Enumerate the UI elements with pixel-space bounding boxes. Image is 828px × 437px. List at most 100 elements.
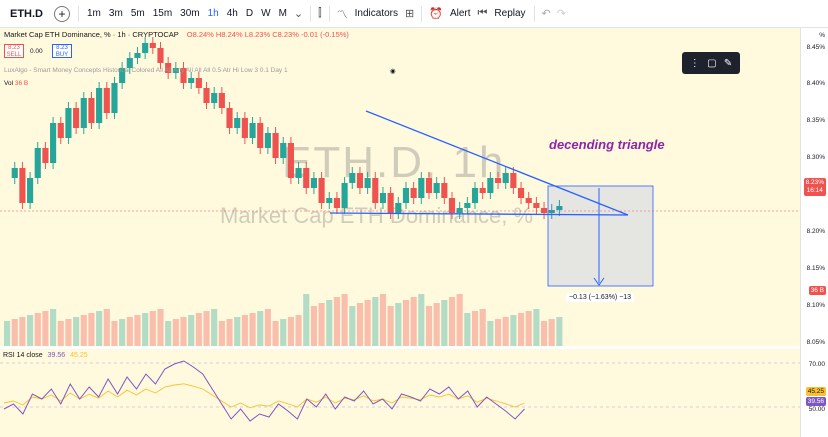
candle-body bbox=[264, 133, 271, 148]
volume-bar bbox=[103, 309, 110, 346]
volume-bar bbox=[556, 317, 563, 346]
candle-body bbox=[425, 178, 433, 193]
rsi-line bbox=[3, 360, 525, 422]
redo-icon[interactable]: ↷ bbox=[556, 8, 566, 20]
interval-15m[interactable]: 15m bbox=[152, 8, 173, 19]
interval-4h[interactable]: 4h bbox=[226, 8, 238, 19]
volume-bar bbox=[303, 294, 310, 346]
candle-body bbox=[433, 183, 440, 193]
price-axis[interactable]: % 8.45% 8.40% 8.35% 8.30% 8.25% 8.20% 8.… bbox=[800, 28, 828, 437]
rsi-ma-value: 45.25 bbox=[70, 352, 88, 359]
compare-add-icon[interactable]: + bbox=[54, 5, 70, 22]
rectangle-tool-icon[interactable]: ▢ bbox=[707, 57, 717, 69]
volume-bar bbox=[257, 311, 264, 346]
candle-body bbox=[50, 123, 57, 163]
buy-label: BUY bbox=[55, 52, 69, 58]
pattern-annotation[interactable]: decending triangle bbox=[549, 137, 665, 152]
candle-body bbox=[188, 78, 195, 83]
candle-type-icon[interactable]: ⫿ bbox=[318, 7, 322, 19]
candle-body bbox=[218, 93, 225, 108]
replay-icon[interactable]: ⏮ bbox=[477, 7, 488, 19]
price-tick: 8.30% bbox=[806, 154, 825, 161]
interval-3m[interactable]: 3m bbox=[108, 8, 123, 19]
volume-bar bbox=[510, 315, 517, 346]
volume-bar bbox=[19, 317, 26, 346]
brush-icon[interactable]: ✎ bbox=[723, 57, 733, 69]
interval-m[interactable]: M bbox=[278, 8, 287, 19]
candle-body bbox=[556, 206, 563, 210]
volume-bar bbox=[111, 321, 118, 346]
candle-body bbox=[356, 173, 364, 188]
candle-body bbox=[318, 178, 325, 203]
indicators-icon[interactable]: 〽 bbox=[336, 8, 348, 21]
alert-button[interactable]: Alert bbox=[449, 8, 471, 19]
axis-unit: % bbox=[819, 32, 825, 39]
volume-bar bbox=[142, 313, 149, 346]
volume-bar bbox=[479, 309, 486, 346]
rsi-ma-line bbox=[3, 383, 525, 409]
alert-icon[interactable]: ⏰ bbox=[429, 8, 443, 20]
candle-body bbox=[456, 208, 463, 213]
volume-bar bbox=[356, 303, 364, 346]
replay-button[interactable]: Replay bbox=[494, 8, 526, 19]
volume-bar bbox=[96, 311, 103, 346]
candle-body bbox=[119, 68, 126, 83]
eye-icon[interactable]: ◉ bbox=[390, 68, 396, 75]
volume-bar bbox=[464, 313, 471, 346]
volume-bar bbox=[425, 306, 433, 346]
indicators-button[interactable]: Indicators bbox=[354, 8, 399, 19]
undo-icon[interactable]: ↶ bbox=[541, 8, 551, 20]
volume-bar bbox=[50, 309, 57, 346]
candle-body bbox=[502, 173, 509, 183]
symbol-search[interactable]: ETH.D bbox=[10, 7, 43, 20]
interval-1h[interactable]: 1h bbox=[207, 8, 219, 19]
candle-body bbox=[180, 68, 187, 83]
interval-30m[interactable]: 30m bbox=[180, 8, 200, 19]
volume-bar bbox=[280, 319, 287, 346]
candle-body bbox=[157, 48, 164, 63]
volume-bar bbox=[126, 317, 133, 346]
volume-bar bbox=[42, 311, 49, 346]
sell-button[interactable]: 8.23 SELL bbox=[4, 44, 24, 58]
volume-bar bbox=[180, 317, 187, 346]
candle-body bbox=[379, 193, 387, 203]
volume-bar bbox=[487, 321, 494, 346]
interval-w[interactable]: W bbox=[261, 8, 271, 19]
top-toolbar: ETH.D + 1m 3m 5m 15m 30m 1h 4h D W M ⌄ ⫿… bbox=[0, 0, 828, 28]
interval-1m[interactable]: 1m bbox=[87, 8, 101, 19]
price-tick: 8.15% bbox=[806, 265, 825, 272]
interval-d[interactable]: D bbox=[245, 8, 254, 19]
buy-button[interactable]: 8.23 BUY bbox=[52, 44, 72, 58]
volume-bar bbox=[272, 321, 279, 346]
volume-bar bbox=[165, 321, 172, 346]
candle-body bbox=[402, 188, 410, 203]
volume-bar bbox=[287, 317, 294, 346]
drag-handle-icon[interactable]: ⋮ bbox=[689, 57, 700, 69]
volume-bar bbox=[34, 313, 41, 346]
interval-5m[interactable]: 5m bbox=[130, 8, 145, 19]
candle-body bbox=[134, 53, 141, 58]
price-tick: 8.05% bbox=[806, 339, 825, 346]
volume-bar bbox=[65, 319, 72, 346]
vol-legend: Vol 36 B bbox=[4, 80, 28, 87]
price-tick: 8.45% bbox=[806, 44, 825, 51]
candle-body bbox=[487, 178, 494, 193]
volume-bar bbox=[341, 294, 348, 346]
candle-body bbox=[364, 178, 371, 188]
rsi-value-tag: 39.56 bbox=[805, 397, 826, 406]
chart-pane[interactable] bbox=[0, 28, 800, 346]
candle-body bbox=[464, 203, 471, 208]
rsi-value: 39.56 bbox=[47, 352, 66, 359]
volume-bar bbox=[502, 317, 509, 346]
volume-bar bbox=[195, 313, 202, 346]
chevron-down-icon[interactable]: ⌄ bbox=[293, 8, 304, 20]
candle-body bbox=[295, 168, 302, 178]
volume-bar bbox=[310, 306, 317, 346]
price-tick: 8.10% bbox=[806, 302, 825, 309]
templates-icon[interactable]: ⊞ bbox=[405, 8, 415, 20]
candle-body bbox=[65, 108, 72, 138]
candle-body bbox=[287, 143, 294, 178]
candle-body bbox=[88, 98, 95, 123]
drawing-toolbar: ⋮ ▢ ✎ bbox=[682, 52, 740, 74]
volume-bar bbox=[241, 315, 248, 346]
